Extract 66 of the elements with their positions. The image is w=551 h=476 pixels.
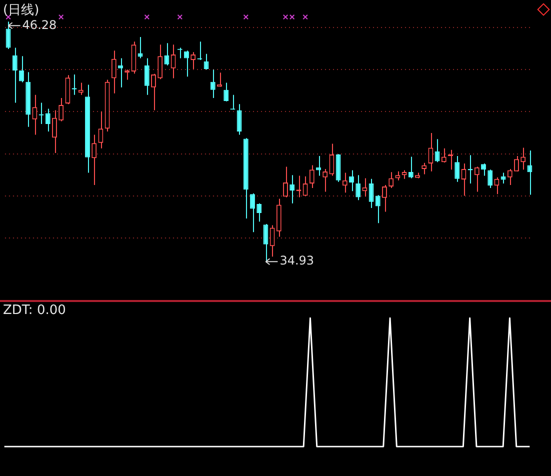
candlestick <box>375 194 380 224</box>
candlestick <box>302 176 308 196</box>
candlestick <box>19 56 24 83</box>
candlestick <box>329 143 334 176</box>
candlestick <box>520 147 526 170</box>
candlestick <box>236 104 242 136</box>
candlestick <box>58 98 64 122</box>
candlestick <box>488 169 493 188</box>
candlestick <box>250 192 255 233</box>
annotation: 34.93 <box>280 254 314 268</box>
candlestick <box>270 224 275 258</box>
candlestick <box>151 73 156 111</box>
candlestick <box>290 174 295 204</box>
candlestick <box>336 154 341 182</box>
candlestick <box>45 108 50 132</box>
candlestick <box>92 134 97 186</box>
candlestick <box>6 21 11 50</box>
candlestick <box>256 202 262 222</box>
candlestick <box>408 156 414 179</box>
candlestick <box>322 168 328 192</box>
candlestick <box>204 53 209 70</box>
candlestick <box>32 94 38 136</box>
candlestick <box>164 42 170 66</box>
candlestick <box>316 155 321 176</box>
candlestick <box>138 36 143 59</box>
candlestick <box>356 174 361 201</box>
candlestick <box>65 74 70 105</box>
candlestick <box>481 163 486 176</box>
candlestick <box>428 132 434 172</box>
candlestick <box>210 69 216 99</box>
candlestick <box>144 58 150 96</box>
candlestick <box>98 111 104 149</box>
candlestick <box>111 50 116 94</box>
chart-title: ZDT: 0.00 <box>3 303 66 318</box>
candlestick <box>184 50 189 78</box>
candlestick <box>342 172 348 194</box>
candlestick <box>461 163 466 196</box>
candlestick <box>527 150 532 196</box>
candlestick <box>448 149 453 170</box>
candlestick <box>52 110 57 154</box>
candlestick <box>454 155 460 182</box>
candlestick <box>224 82 229 102</box>
candlestick <box>158 44 163 80</box>
candlestick <box>388 172 394 188</box>
candlestick <box>494 176 500 195</box>
annotation: 46.28 <box>22 18 57 32</box>
candlestick <box>118 58 123 88</box>
candlestick <box>507 168 512 186</box>
candlestick <box>78 82 84 96</box>
candlestick <box>190 52 196 70</box>
candlestick <box>368 178 374 208</box>
candlestick <box>349 170 354 192</box>
candlestick <box>514 155 519 172</box>
candlestick <box>441 148 446 163</box>
candlestick <box>12 47 18 104</box>
candlestick <box>395 170 400 181</box>
candlestick <box>500 172 506 184</box>
candlestick <box>263 223 268 262</box>
candlestick <box>382 184 387 212</box>
chart-title: (日线) <box>3 2 40 19</box>
candlestick <box>474 166 480 192</box>
candlestick <box>170 44 176 79</box>
candlestick <box>283 166 288 198</box>
candlestick <box>309 164 314 188</box>
candlestick <box>422 162 427 175</box>
candlestick <box>434 138 440 163</box>
